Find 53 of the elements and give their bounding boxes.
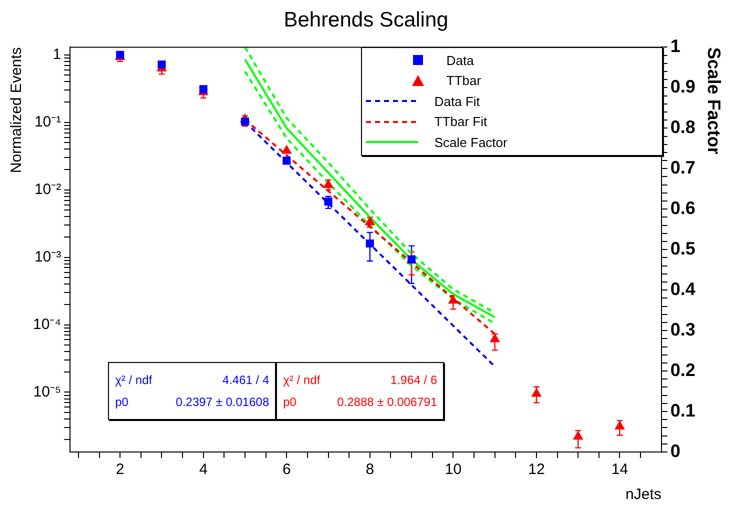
legend-label: Data Fit: [434, 94, 480, 109]
point: [614, 421, 625, 430]
annotation: 0.2397 ± 0.01608: [176, 395, 270, 409]
y2-tick-label: 0.1: [670, 400, 696, 420]
y2-tick-label: 0: [670, 440, 680, 461]
annotation: 0.2888 ± 0.006791: [337, 395, 438, 409]
legend-label: TTbar Fit: [434, 114, 488, 130]
legend-label: Data: [446, 52, 474, 68]
y2-tick-label: 0.6: [670, 198, 696, 218]
point: [573, 431, 583, 440]
x-tick-label: 4: [199, 461, 208, 478]
x-tick-label: 8: [366, 461, 374, 478]
x-tick-label: 12: [528, 461, 545, 478]
annotation: χ² / ndf: [115, 373, 152, 387]
y2-tick-label: 0.7: [670, 158, 696, 178]
x-tick-label: 10: [444, 461, 462, 478]
y2-tick-label: 0.4: [670, 279, 696, 300]
y2-tick-label: 0.8: [670, 117, 696, 138]
x-tick-label: 6: [282, 461, 291, 478]
point: [448, 295, 458, 304]
point: [324, 198, 332, 206]
y2-tick-label: 0.3: [670, 320, 696, 340]
y-tick-label: 1: [52, 46, 62, 64]
x-tick-label: 14: [611, 461, 628, 478]
chart-title: Behrends Scaling: [284, 8, 448, 32]
y2-tick-label: 0.5: [670, 238, 696, 259]
y-tick-label: 10⁻¹: [34, 113, 62, 130]
x-axis-title: nJets: [626, 486, 662, 504]
point: [158, 60, 166, 69]
point: [490, 334, 500, 342]
y2-tick-label: 0.2: [670, 360, 696, 380]
y2-tick-label: 0.9: [670, 76, 696, 97]
annotation: p0: [115, 395, 128, 409]
annotation: p0: [283, 395, 296, 409]
legend-label: Scale Factor: [434, 134, 508, 150]
y2-axis-title: Scale Factor: [704, 47, 724, 154]
y-axis-title: Normalized Events: [8, 47, 26, 174]
annotation: χ² / ndf: [283, 373, 320, 387]
point: [366, 239, 374, 248]
legend-label: TTbar: [446, 73, 482, 88]
y-tick-label: 10⁻²: [34, 180, 62, 198]
y-tick-label: 10⁻⁵: [33, 383, 62, 400]
point: [323, 179, 334, 188]
point: [282, 145, 292, 154]
x-tick-label: 2: [116, 461, 124, 478]
y-tick-label: 10⁻⁴: [32, 316, 62, 333]
point: [532, 388, 542, 397]
point: [365, 216, 375, 226]
y2-tick-label: 1: [670, 36, 680, 56]
y-tick-label: 10⁻³: [34, 248, 62, 266]
point: [282, 156, 291, 165]
annotation: 4.461 / 4: [222, 373, 270, 387]
annotation: 1.964 / 6: [390, 373, 438, 387]
